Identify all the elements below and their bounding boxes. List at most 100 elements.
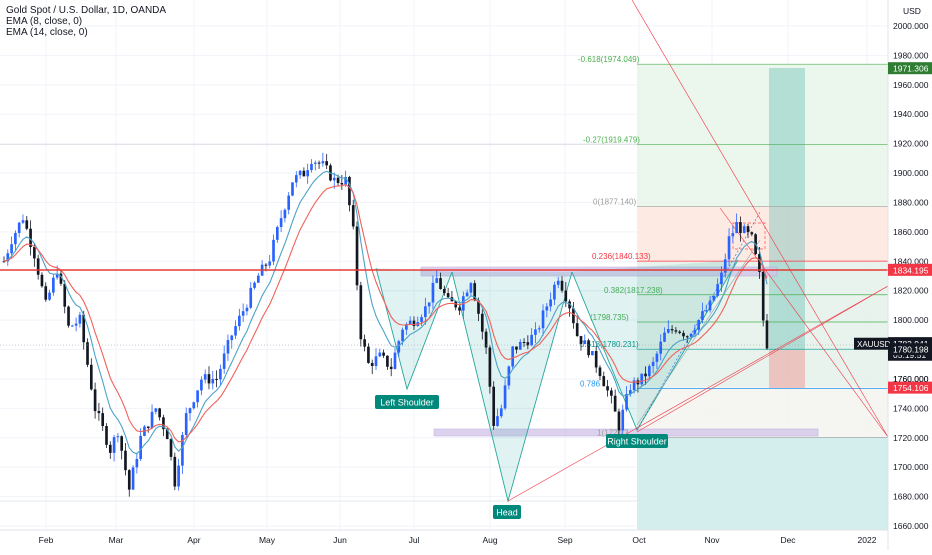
candle-body xyxy=(564,290,568,302)
candle-body xyxy=(101,413,105,427)
candle-body xyxy=(131,467,135,490)
y-tick-label: 2000.000 xyxy=(893,21,929,31)
candle-body xyxy=(541,310,545,329)
y-tick-label: 1980.000 xyxy=(893,50,929,60)
price-badge: 1971.306 xyxy=(893,64,929,74)
candle-body xyxy=(78,314,82,324)
candle-body xyxy=(158,408,161,418)
candle-body xyxy=(222,353,226,369)
candle-body xyxy=(184,413,188,435)
candle-body xyxy=(424,306,427,318)
x-tick-label: Jun xyxy=(333,535,347,545)
candle-body xyxy=(629,390,632,395)
candle-body xyxy=(55,273,59,278)
candle-body xyxy=(518,341,522,350)
candle-body xyxy=(408,320,412,325)
candle-body xyxy=(446,293,450,298)
y-tick-label: 1660.000 xyxy=(893,521,929,531)
candle-body xyxy=(272,239,275,262)
descending-trendline xyxy=(631,0,889,438)
candle-body xyxy=(348,176,351,206)
candle-body xyxy=(359,285,363,340)
candle-body xyxy=(602,376,606,387)
candle-body xyxy=(537,328,541,330)
left-shoulder-outline xyxy=(375,267,453,391)
candle-body xyxy=(469,283,473,293)
fib-level-label: -0.27(1919.479) xyxy=(583,135,640,144)
candle-body xyxy=(655,353,659,362)
pattern-label: Right Shoulder xyxy=(607,437,667,447)
candle-body xyxy=(120,436,124,451)
candle-body xyxy=(610,390,613,396)
candle-body xyxy=(59,273,63,284)
candle-body xyxy=(169,439,173,457)
candle-body xyxy=(146,426,150,428)
candle-body xyxy=(480,313,484,332)
candle-body xyxy=(720,272,723,285)
fib-level-label: 1(1720.3 xyxy=(597,428,629,437)
candle-body xyxy=(150,411,154,428)
candle-body xyxy=(196,390,199,403)
price-badge-bg xyxy=(888,343,932,356)
price-badge: 1754.106 xyxy=(893,383,929,393)
candle-body xyxy=(44,286,48,300)
candle-body xyxy=(431,282,435,303)
ema-layer xyxy=(3,170,768,455)
levels-layer xyxy=(0,269,888,346)
y-tick-label: 1760.000 xyxy=(893,374,929,384)
candle-body xyxy=(257,275,260,283)
candle-body xyxy=(275,227,279,240)
ema-8-legend[interactable]: EMA (8, close, 0) xyxy=(6,16,83,27)
candle-body xyxy=(556,280,560,285)
candle-body xyxy=(21,220,25,223)
pattern-label-bg xyxy=(606,434,668,448)
price-badge-bg xyxy=(888,62,932,75)
candle-body xyxy=(226,340,230,354)
candle-body xyxy=(534,329,537,335)
candle-body xyxy=(336,177,340,184)
candle-body xyxy=(666,328,670,333)
candle-body xyxy=(651,361,655,367)
candle-body xyxy=(670,328,674,331)
candle-body xyxy=(526,342,530,346)
candle-body xyxy=(575,323,579,337)
candle-body xyxy=(522,341,526,343)
x-tick-label: Feb xyxy=(39,535,54,545)
candle-body xyxy=(367,346,370,363)
candle-body xyxy=(264,264,268,266)
y-tick-label: 1800.000 xyxy=(893,315,929,325)
candle-body xyxy=(287,195,291,210)
time-axis[interactable]: Feb Mar Apr May Jun Jul Aug Sep Oct Nov Dec 2022 xyxy=(0,529,888,545)
y-tick-label: 1920.000 xyxy=(893,139,929,149)
candle-body xyxy=(723,259,727,273)
candle-body xyxy=(310,163,313,171)
candle-body xyxy=(294,175,298,183)
target-zone xyxy=(769,68,805,350)
candle-body xyxy=(587,340,590,356)
candle-body xyxy=(640,373,644,385)
candle-body xyxy=(685,336,689,338)
pattern-labels-layer: Left Shoulder Head Right Shoulder xyxy=(375,395,668,519)
candle-body xyxy=(317,162,321,164)
candle-body xyxy=(29,228,32,247)
y-tick-label: 1740.000 xyxy=(893,403,929,413)
candle-body xyxy=(192,402,196,409)
candle-body xyxy=(154,408,158,412)
symbol-title[interactable]: Gold Spot / U.S. Dollar, 1D, OANDA xyxy=(6,5,167,16)
candle-body xyxy=(443,289,446,294)
ema-14-legend[interactable]: EMA (14, close, 0) xyxy=(6,27,88,38)
candle-body xyxy=(351,205,355,227)
candle-body xyxy=(647,366,651,377)
candle-body xyxy=(52,277,55,293)
candle-body xyxy=(435,278,439,283)
candle-body xyxy=(48,292,51,300)
candle-body xyxy=(355,226,359,286)
candle-body xyxy=(560,280,564,291)
candle-body xyxy=(693,329,697,334)
candle-body xyxy=(545,306,549,311)
candle-body xyxy=(268,261,272,266)
candle-body xyxy=(36,258,40,275)
candle-body xyxy=(591,351,594,356)
